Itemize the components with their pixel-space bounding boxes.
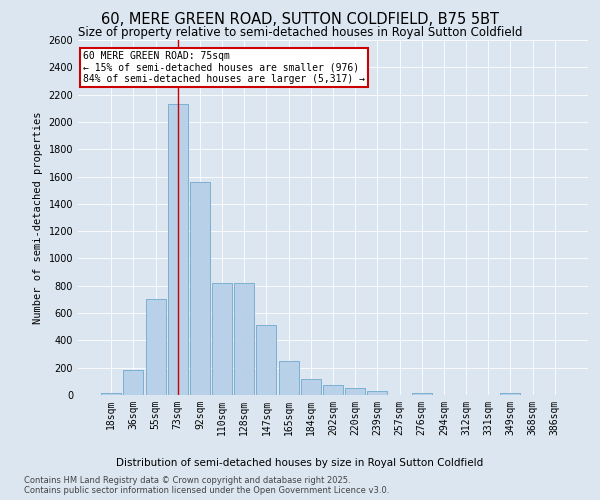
Bar <box>212 283 232 395</box>
Bar <box>367 391 388 395</box>
Bar <box>234 283 254 395</box>
Bar <box>168 104 188 395</box>
Bar <box>301 378 321 395</box>
Bar <box>146 300 166 395</box>
Text: Size of property relative to semi-detached houses in Royal Sutton Coldfield: Size of property relative to semi-detach… <box>78 26 522 39</box>
Y-axis label: Number of semi-detached properties: Number of semi-detached properties <box>33 112 43 324</box>
Text: Contains HM Land Registry data © Crown copyright and database right 2025.
Contai: Contains HM Land Registry data © Crown c… <box>24 476 389 495</box>
Bar <box>500 393 520 395</box>
Bar <box>190 182 210 395</box>
Bar <box>323 386 343 395</box>
Bar <box>256 326 277 395</box>
Bar <box>345 388 365 395</box>
Bar <box>278 361 299 395</box>
Bar <box>412 393 432 395</box>
Bar <box>124 370 143 395</box>
Text: 60, MERE GREEN ROAD, SUTTON COLDFIELD, B75 5BT: 60, MERE GREEN ROAD, SUTTON COLDFIELD, B… <box>101 12 499 28</box>
Text: 60 MERE GREEN ROAD: 75sqm
← 15% of semi-detached houses are smaller (976)
84% of: 60 MERE GREEN ROAD: 75sqm ← 15% of semi-… <box>83 50 365 84</box>
Text: Distribution of semi-detached houses by size in Royal Sutton Coldfield: Distribution of semi-detached houses by … <box>116 458 484 468</box>
Bar <box>101 393 121 395</box>
